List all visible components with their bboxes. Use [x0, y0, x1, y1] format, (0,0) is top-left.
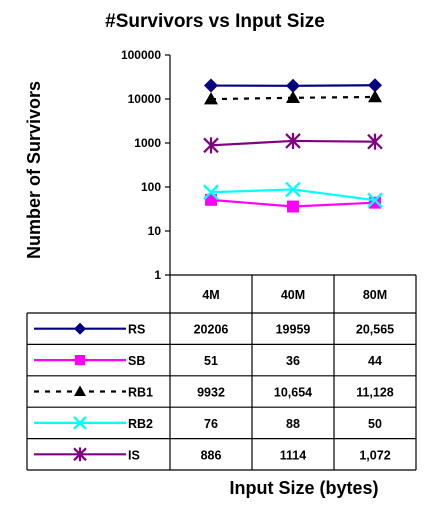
data-label: 20,565 — [356, 323, 394, 337]
marker-square — [369, 196, 381, 209]
data-label: 1114 — [280, 448, 306, 462]
legend-key-rb2 — [34, 416, 126, 430]
data-label: 44 — [368, 354, 382, 368]
legend-key-rb1 — [34, 385, 126, 396]
data-point-rb2 — [285, 181, 301, 198]
marker-diamond — [204, 78, 218, 93]
data-label: 19959 — [276, 323, 311, 337]
y-tick-label: 10 — [148, 224, 162, 238]
marker-square — [74, 355, 86, 366]
data-label: 36 — [286, 354, 300, 368]
chart-title: #Survivors vs Input Size — [105, 11, 325, 32]
data-label: 1,072 — [359, 448, 390, 462]
x-category-label: 40M — [281, 288, 305, 302]
y-axis-label: Number of Survivors — [24, 81, 44, 259]
y-tick-label: 1 — [154, 268, 161, 282]
data-label: 20206 — [194, 323, 229, 337]
marker-triangle — [286, 90, 300, 104]
plot-marks — [203, 78, 383, 213]
data-label: 10,654 — [274, 386, 312, 400]
data-point-rb2 — [367, 192, 383, 209]
legend-key-sb — [34, 355, 126, 366]
data-label: 11,128 — [356, 386, 394, 400]
legend-series-name: RB1 — [128, 386, 153, 400]
legend-series-name: RS — [128, 323, 145, 337]
marker-x — [203, 184, 219, 201]
marker-diamond — [74, 322, 86, 335]
marker-square — [205, 193, 217, 206]
y-tick-label: 100000 — [121, 48, 161, 62]
legend-key-rs — [34, 322, 126, 335]
marker-x — [367, 192, 383, 209]
legend-series-name: RB2 — [128, 417, 153, 431]
data-point-rs — [286, 78, 300, 93]
x-axis-label: Input Size (bytes) — [229, 478, 378, 498]
data-table: 4M 40M 80M RS 20206 19959 20,565 SB 51 36 44 RB1 993… — [26, 274, 417, 471]
legend-series-name: SB — [128, 354, 145, 368]
data-point-is — [285, 132, 301, 149]
data-point-rb2 — [203, 184, 219, 201]
data-point-rs — [204, 78, 218, 93]
y-tick-label: 1000 — [134, 136, 161, 150]
x-category-label: 80M — [363, 288, 387, 302]
y-tick-label: 100 — [141, 180, 161, 194]
marker-triangle — [204, 92, 218, 105]
data-label: 9932 — [197, 386, 225, 400]
y-tick-label: 10000 — [128, 92, 162, 106]
data-label: 76 — [204, 417, 218, 431]
data-point-rb1 — [368, 89, 382, 103]
marker-square — [287, 200, 299, 213]
marker-diamond — [286, 78, 300, 93]
data-point-is — [367, 133, 383, 150]
data-label: 50 — [368, 417, 382, 431]
data-label: 886 — [201, 448, 222, 462]
data-point-is — [203, 137, 219, 154]
series-line-rb1 — [210, 95, 376, 101]
data-point-sb — [369, 196, 381, 209]
data-point-sb — [287, 200, 299, 213]
data-label: 88 — [286, 417, 300, 431]
marker-x — [285, 181, 301, 198]
x-category-label: 4M — [202, 288, 219, 302]
marker-triangle — [368, 89, 382, 103]
data-label: 51 — [204, 354, 218, 368]
axes: 1 10 100 1000 10000 100000 — [121, 48, 171, 282]
data-point-rb1 — [286, 90, 300, 104]
legend-key-is — [34, 447, 126, 462]
data-point-rb1 — [204, 92, 218, 105]
marker-x — [73, 416, 87, 430]
marker-diamond — [368, 78, 382, 93]
legend-series-name: IS — [128, 448, 140, 462]
marker-triangle — [74, 385, 86, 396]
data-point-rs — [368, 78, 382, 93]
data-point-sb — [205, 193, 217, 206]
